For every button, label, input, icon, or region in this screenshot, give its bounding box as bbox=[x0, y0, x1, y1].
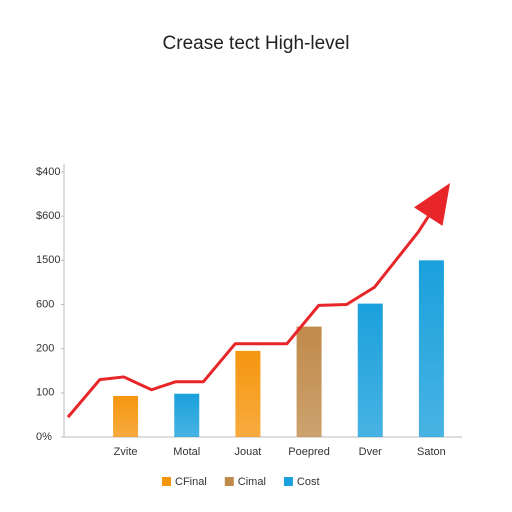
bar bbox=[113, 395, 139, 437]
y-tick-label: $400 bbox=[36, 166, 60, 178]
legend-label: Cost bbox=[297, 476, 320, 488]
legend-swatch bbox=[224, 477, 234, 486]
bar bbox=[235, 350, 261, 437]
legend-label: Cimal bbox=[238, 476, 266, 488]
x-tick-label: Poepred bbox=[288, 446, 330, 458]
trend-line bbox=[66, 215, 430, 419]
bar bbox=[418, 260, 444, 437]
bar bbox=[174, 393, 200, 437]
y-tick-label: 100 bbox=[36, 387, 54, 399]
x-tick-label: Zvite bbox=[114, 446, 138, 458]
x-tick-label: Jouat bbox=[234, 446, 261, 458]
y-tick-label: 600 bbox=[36, 298, 54, 310]
bar bbox=[357, 303, 383, 437]
legend-label: CFinal bbox=[175, 476, 207, 488]
chart-title: Crease tect High-level bbox=[163, 33, 350, 54]
legend-swatch bbox=[162, 477, 171, 486]
y-tick-label: 1500 bbox=[36, 254, 60, 266]
y-tick-label: 200 bbox=[36, 343, 54, 355]
x-tick-label: Saton bbox=[417, 446, 446, 458]
x-tick-label: Motal bbox=[173, 446, 200, 458]
trend-arrowhead bbox=[414, 183, 451, 226]
bar bbox=[296, 326, 322, 437]
x-tick-label: Dver bbox=[359, 446, 383, 458]
y-tick-label: 0% bbox=[36, 431, 52, 443]
y-tick-label: $600 bbox=[36, 210, 60, 222]
legend-swatch bbox=[283, 477, 293, 486]
